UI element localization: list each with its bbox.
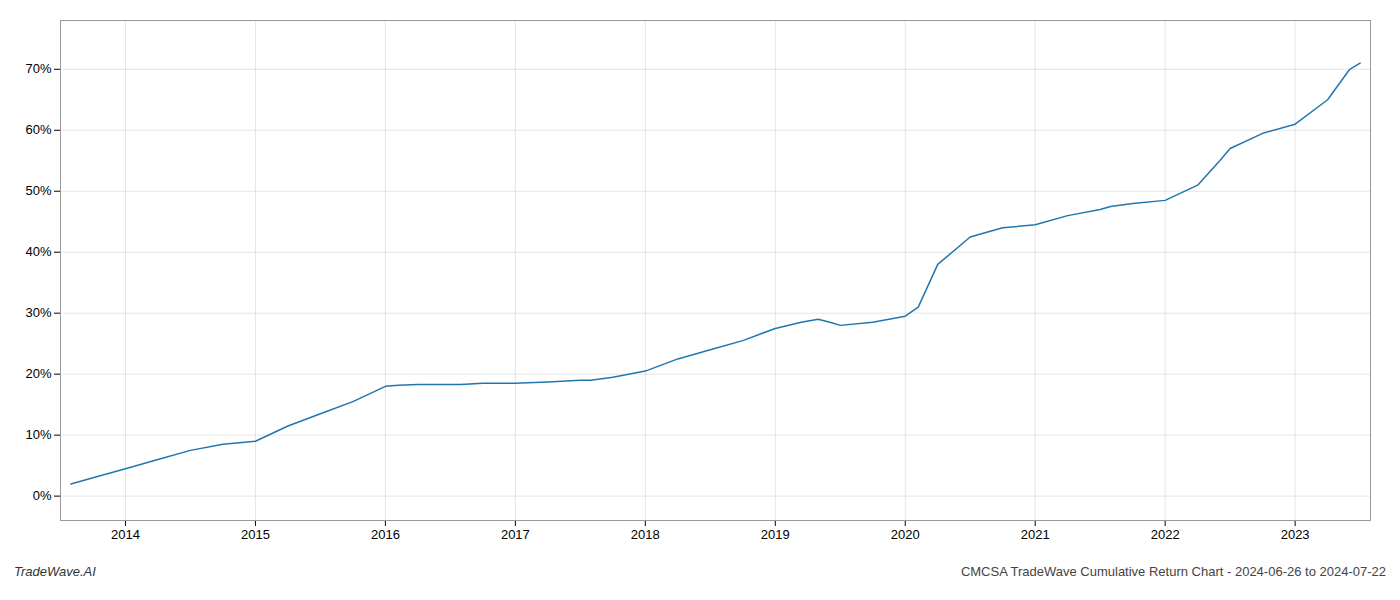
- svg-text:2015: 2015: [241, 527, 270, 542]
- svg-text:0%: 0%: [33, 488, 52, 503]
- svg-text:10%: 10%: [25, 427, 51, 442]
- svg-text:50%: 50%: [25, 183, 51, 198]
- svg-text:2019: 2019: [761, 527, 790, 542]
- svg-text:20%: 20%: [25, 366, 51, 381]
- svg-text:2014: 2014: [111, 527, 140, 542]
- svg-text:2017: 2017: [501, 527, 530, 542]
- svg-text:2020: 2020: [891, 527, 920, 542]
- svg-text:2021: 2021: [1021, 527, 1050, 542]
- svg-text:70%: 70%: [25, 61, 51, 76]
- svg-text:2023: 2023: [1281, 527, 1310, 542]
- svg-text:40%: 40%: [25, 244, 51, 259]
- svg-text:30%: 30%: [25, 305, 51, 320]
- html-text:TradeWave.AI: TradeWave.AI: [14, 564, 96, 579]
- svg-text:60%: 60%: [25, 122, 51, 137]
- svg-text:2016: 2016: [371, 527, 400, 542]
- html-text:CMCSA TradeWave Cumulative Ret: CMCSA TradeWave Cumulative Return Chart …: [960, 564, 1386, 579]
- svg-text:2018: 2018: [631, 527, 660, 542]
- svg-text:2022: 2022: [1151, 527, 1180, 542]
